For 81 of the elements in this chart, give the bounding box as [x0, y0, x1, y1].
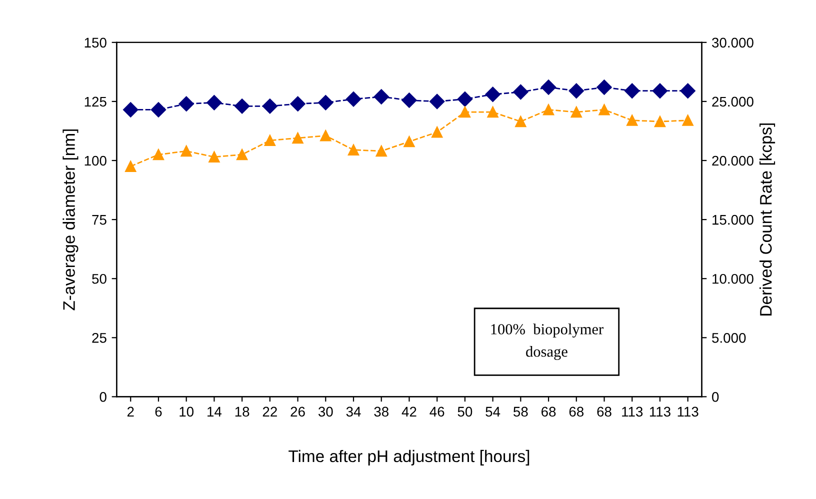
- point: [624, 83, 640, 98]
- x-tick-label: 113: [678, 406, 698, 417]
- point: [374, 89, 389, 104]
- x-tick-label: 113: [622, 406, 643, 417]
- point: [318, 95, 334, 110]
- x-tick-label: 6: [155, 406, 162, 417]
- point: [430, 94, 445, 110]
- x-tick-label: 54: [486, 406, 500, 417]
- y2-tick-label: 10.000: [712, 274, 754, 284]
- point: [206, 95, 222, 110]
- point: [123, 102, 138, 118]
- point: [540, 80, 556, 95]
- point: [234, 98, 250, 114]
- y2-tick-label: 15.000: [712, 214, 754, 225]
- point: [459, 106, 470, 118]
- point: [570, 106, 582, 118]
- point: [152, 149, 164, 160]
- x-tick-label: 34: [346, 406, 361, 417]
- y-tick-label: 150: [84, 38, 106, 48]
- y-tick-label: 75: [92, 215, 106, 225]
- point: [568, 83, 584, 98]
- x-tick-label: 42: [402, 406, 416, 416]
- point: [320, 130, 332, 142]
- x-tick-label: 26: [290, 406, 305, 417]
- point: [485, 86, 500, 102]
- point: [376, 146, 387, 157]
- x-tick-label: 2: [127, 406, 134, 416]
- x-tick-label: 58: [514, 406, 528, 417]
- point: [262, 98, 278, 114]
- y2-axis-title: Derived Count Rate [kcps]: [760, 123, 776, 316]
- x-tick-label: 18: [235, 406, 250, 417]
- y2-tick-label: 5.000: [712, 332, 746, 343]
- point: [596, 80, 612, 95]
- point: [432, 126, 443, 138]
- y-tick-label: 50: [92, 274, 106, 284]
- x-tick-label: 68: [597, 406, 612, 417]
- point: [682, 114, 694, 126]
- point: [178, 96, 194, 112]
- y-axis-title: Z-average diameter [nm]: [62, 130, 78, 310]
- point: [346, 92, 362, 107]
- x-tick-label: 68: [569, 406, 584, 417]
- point: [654, 116, 666, 128]
- y2-tick-label: 30.000: [712, 38, 754, 48]
- x-tick-label: 38: [374, 406, 388, 417]
- point: [680, 83, 696, 98]
- x-tick-label: 14: [208, 406, 222, 416]
- y-tick-label: 0: [100, 392, 106, 402]
- x-tick-label: 22: [262, 406, 277, 416]
- point: [515, 116, 526, 128]
- point: [150, 102, 166, 118]
- annotation: 100% biopolymer dosage: [491, 324, 604, 360]
- point: [404, 136, 415, 148]
- x-tick-label: 50: [458, 406, 472, 417]
- point: [125, 160, 136, 172]
- point: [236, 149, 248, 160]
- point: [626, 114, 638, 126]
- point: [598, 104, 610, 116]
- point: [513, 84, 528, 100]
- x-tick-label: 68: [542, 406, 556, 417]
- point: [290, 96, 306, 112]
- point: [292, 132, 304, 144]
- y2-tick-label: 25.000: [712, 96, 754, 107]
- point: [402, 92, 417, 108]
- point: [487, 106, 498, 118]
- x-axis-title: Time after pH adjustment [hours]: [288, 450, 530, 466]
- point: [348, 144, 360, 156]
- y-tick-label: 125: [84, 96, 106, 107]
- x-tick-label: 113: [650, 406, 670, 417]
- point: [652, 83, 668, 98]
- point: [264, 134, 276, 146]
- x-tick-label: 46: [430, 406, 444, 417]
- point: [208, 151, 220, 163]
- y-tick-label: 25: [92, 332, 106, 343]
- y2-tick-label: 0: [712, 392, 719, 402]
- x-tick-label: 10: [180, 406, 194, 417]
- y-tick-label: 100: [84, 156, 106, 166]
- y2-tick-label: 20.000: [712, 156, 754, 166]
- point: [180, 146, 192, 157]
- point: [457, 92, 473, 107]
- point: [542, 104, 554, 116]
- x-tick-label: 30: [318, 406, 333, 417]
